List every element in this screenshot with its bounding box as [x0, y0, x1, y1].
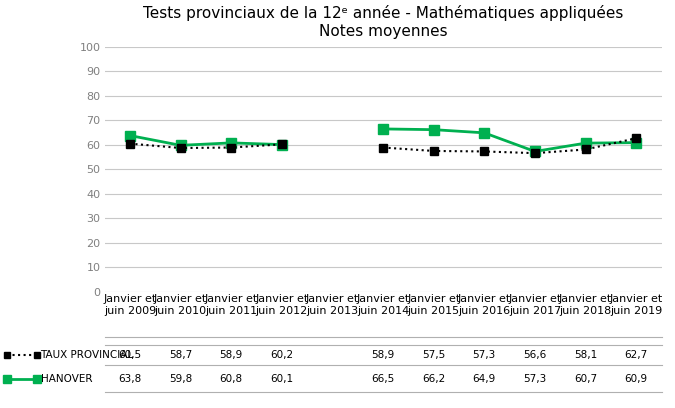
Text: 60,5: 60,5 — [118, 350, 142, 360]
Text: 66,5: 66,5 — [371, 374, 395, 384]
Text: 63,8: 63,8 — [118, 374, 142, 384]
Text: 57,3: 57,3 — [472, 350, 496, 360]
Text: 58,9: 58,9 — [371, 350, 395, 360]
Text: 60,2: 60,2 — [270, 350, 294, 360]
Text: 58,9: 58,9 — [219, 350, 243, 360]
Text: 59,8: 59,8 — [169, 374, 192, 384]
Text: 57,5: 57,5 — [422, 350, 446, 360]
Text: 57,3: 57,3 — [523, 374, 547, 384]
Text: HANOVER: HANOVER — [40, 374, 92, 384]
Text: 60,1: 60,1 — [270, 374, 294, 384]
Text: 66,2: 66,2 — [422, 374, 446, 384]
Text: 56,6: 56,6 — [523, 350, 547, 360]
Text: 60,7: 60,7 — [574, 374, 597, 384]
Text: 58,1: 58,1 — [574, 350, 597, 360]
Text: 58,7: 58,7 — [169, 350, 192, 360]
Text: 64,9: 64,9 — [472, 374, 496, 384]
Text: 60,9: 60,9 — [624, 374, 648, 384]
Text: TAUX PROVINCIAL: TAUX PROVINCIAL — [40, 350, 134, 360]
Title: Tests provinciaux de la 12ᵉ année - Mathématiques appliquées
Notes moyennes: Tests provinciaux de la 12ᵉ année - Math… — [143, 5, 623, 39]
Text: 62,7: 62,7 — [624, 350, 648, 360]
Text: 60,8: 60,8 — [219, 374, 243, 384]
